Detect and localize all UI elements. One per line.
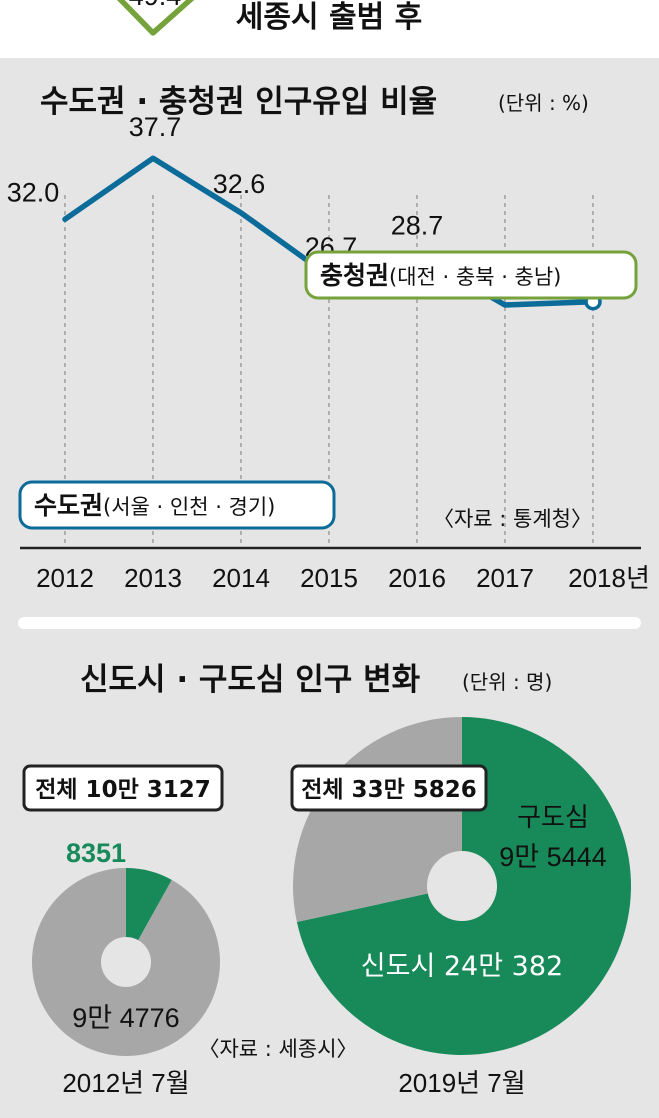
- total-box-2012: [22, 764, 224, 812]
- pie-chart-unit: (단위 : 명): [462, 670, 552, 694]
- slice-label-2012-old: 9만 4776: [72, 1003, 179, 1033]
- legend-sudo-main: 수도권: [34, 491, 103, 520]
- line-chart-title: 수도권 · 충청권 인구유입 비율: [40, 84, 437, 120]
- x-tick-label: 2012: [36, 563, 94, 593]
- total-label-2012: 전체 10만 3127: [35, 777, 211, 803]
- legend-box-chungcheong: [304, 250, 638, 300]
- legend-chungcheong: 충청권(대전 · 충북 · 충남): [320, 261, 561, 290]
- pie-caption-2019: 2019년 7월: [398, 1068, 525, 1098]
- x-tick-label: 2013: [124, 563, 182, 593]
- line-chart-x-ticks: 2012 2013 2014 2015 2016 2017 2018년: [36, 563, 650, 593]
- section-divider: [18, 617, 641, 629]
- x-tick-label: 2015: [300, 563, 358, 593]
- data-label: 49.4: [129, 0, 182, 11]
- x-tick-label: 2016: [388, 563, 446, 593]
- header-band: [0, 0, 659, 58]
- slice-name-2019-old: 구도심: [517, 803, 589, 833]
- pie-chart-title: 신도시 · 구도심 인구 변화: [80, 662, 421, 698]
- data-label: 28.7: [391, 211, 444, 241]
- legend-chungcheong-sub: (대전 · 충북 · 충남): [389, 265, 561, 289]
- pie-slice-new-town: [126, 868, 172, 962]
- pie-chart-source: 〈자료 : 세종시〉: [198, 1037, 357, 1061]
- slice-label-2019-new: 신도시 24만 382: [361, 951, 563, 982]
- total-label-2019: 전체 33만 5826: [301, 777, 477, 803]
- slice-label-2019-old: 9만 5444: [499, 842, 606, 872]
- line-chart-source: 〈자료 : 통계청〉: [433, 507, 592, 531]
- pie-caption-2012: 2012년 7월: [62, 1068, 189, 1098]
- legend-sudo: 수도권(서울 · 인천 · 경기): [34, 491, 275, 520]
- x-tick-label: 2017: [476, 563, 534, 593]
- data-label: 37.7: [129, 112, 182, 142]
- legend-chungcheong-main: 충청권: [320, 261, 389, 290]
- pie-2012: [31, 868, 220, 1056]
- data-label: 32.6: [213, 169, 266, 199]
- total-box-2019: [290, 764, 488, 812]
- legend-sudo-sub: (서울 · 인천 · 경기): [103, 495, 275, 519]
- legend-box-sudo: [18, 480, 336, 530]
- slice-label-2012-new: 8351: [66, 838, 126, 868]
- pie-hole: [427, 851, 497, 921]
- data-label: 32.0: [7, 177, 60, 207]
- pie-hole: [101, 937, 151, 987]
- x-tick-label: 2014: [212, 563, 270, 593]
- line-chart-unit: (단위 : %): [498, 91, 589, 115]
- x-tick-label: 2018년: [568, 563, 650, 593]
- main-title: 세종시 출범 후: [236, 0, 423, 35]
